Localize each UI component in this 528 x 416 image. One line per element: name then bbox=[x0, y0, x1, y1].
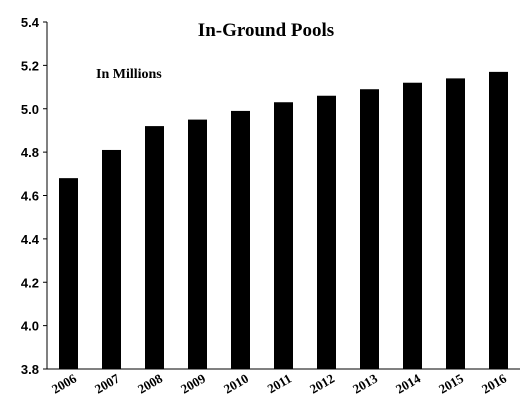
bar-2010 bbox=[231, 110, 250, 369]
x-tick-label: 2011 bbox=[265, 371, 294, 397]
x-tick-label: 2016 bbox=[479, 370, 509, 396]
y-tick-label: 4.0 bbox=[21, 319, 39, 334]
x-tick-label: 2012 bbox=[307, 371, 337, 397]
bar-2016 bbox=[489, 71, 508, 369]
y-tick-label: 5.2 bbox=[21, 58, 39, 73]
y-tick-label: 4.2 bbox=[21, 275, 39, 290]
x-tick-label: 2006 bbox=[49, 370, 79, 396]
x-tick-label: 2013 bbox=[350, 370, 380, 396]
y-tick-label: 5.0 bbox=[21, 102, 39, 117]
bar-2013 bbox=[360, 89, 379, 369]
y-tick-label: 3.8 bbox=[21, 362, 39, 377]
x-tick-label: 2009 bbox=[178, 370, 208, 396]
x-tick-label: 2008 bbox=[135, 370, 165, 396]
bar-2014 bbox=[403, 82, 422, 369]
units-annotation: In Millions bbox=[96, 67, 162, 82]
bar-2011 bbox=[274, 102, 293, 370]
bar-2012 bbox=[317, 95, 336, 370]
x-tick-label: 2014 bbox=[393, 370, 423, 396]
x-axis: 2006 2007 2008 2009 2010 2011 2012 2013 2014 2015… bbox=[49, 370, 509, 396]
y-tick-label: 4.6 bbox=[21, 189, 39, 204]
x-tick-label: 2010 bbox=[221, 371, 251, 397]
y-tick-label: 4.4 bbox=[21, 232, 40, 247]
bar-2006 bbox=[59, 178, 78, 369]
x-tick-label: 2007 bbox=[92, 370, 122, 396]
bars-group bbox=[59, 71, 508, 370]
bar-2009 bbox=[188, 119, 207, 369]
bar-2008 bbox=[145, 126, 164, 369]
x-tick-label: 2015 bbox=[436, 370, 466, 396]
y-tick-label: 4.8 bbox=[21, 145, 39, 160]
y-tick-label: 5.4 bbox=[21, 15, 40, 30]
bar-2007 bbox=[102, 149, 121, 369]
chart-title: In-Ground Pools bbox=[198, 20, 334, 41]
y-axis: 3.8 4.0 4.2 4.4 4.6 4.8 5.0 5.2 5.4 bbox=[21, 15, 47, 377]
bar-2015 bbox=[446, 78, 465, 369]
